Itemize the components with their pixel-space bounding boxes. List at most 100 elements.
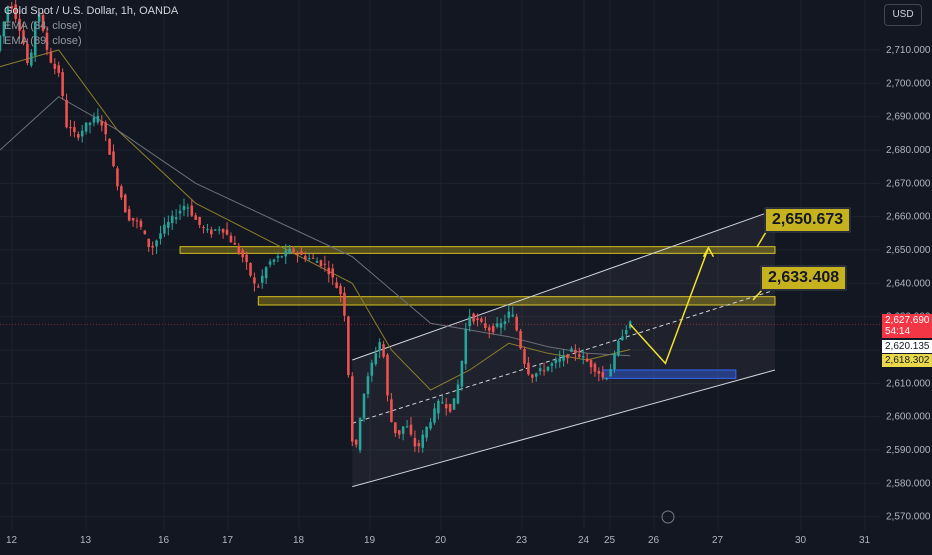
candle-down	[221, 228, 225, 233]
candle-down	[249, 262, 252, 276]
candle-up	[260, 275, 264, 283]
candle-up	[37, 14, 41, 22]
x-tick-label: 19	[364, 535, 376, 546]
resistance-zone	[257, 296, 776, 306]
candle-down	[45, 32, 49, 50]
candle-up	[174, 217, 178, 220]
last-price-tag: 2,627.690 54:14	[882, 314, 932, 338]
candle-up	[546, 366, 550, 371]
ema-lines	[0, 49, 631, 391]
channel-fill	[352, 210, 775, 487]
candle-down	[472, 313, 475, 322]
candle-down	[57, 65, 60, 73]
candle-down	[108, 138, 111, 155]
candle-down	[61, 72, 64, 97]
candle-down	[49, 51, 53, 63]
candle-up	[307, 258, 311, 260]
candle-down	[210, 229, 213, 235]
candle-down	[151, 245, 154, 248]
x-tick-label: 13	[80, 535, 92, 546]
ema89-legend[interactable]: EMA (89, close)	[4, 35, 82, 47]
x-axis[interactable]: 12 13 16 17 18 19 20 23 24 25 26 27 30 31	[6, 535, 871, 546]
target-lower-label[interactable]: 2,633.408	[760, 265, 848, 291]
candle-down	[120, 186, 123, 198]
candle-down	[104, 122, 107, 135]
y-axis[interactable]: 2,570.000 2,580.000 2,590.000 2,600.000 2,61…	[886, 45, 931, 523]
candle-down	[22, 30, 25, 44]
candle-down	[386, 354, 389, 396]
y-tick-label: 2,710.000	[886, 45, 931, 56]
candle-down	[233, 243, 237, 245]
candle-up	[288, 248, 291, 254]
candle-up	[437, 400, 440, 414]
y-tick-label: 2,690.000	[886, 112, 931, 123]
symbol-label[interactable]: Gold Spot / U.S. Dollar, 1h, OANDA	[4, 5, 179, 17]
y-tick-label: 2,650.000	[886, 245, 931, 256]
candle-up	[558, 358, 561, 362]
x-tick-label: 24	[578, 535, 590, 546]
channel-lower-line	[352, 369, 776, 488]
candle-down	[448, 403, 452, 412]
channel-mid-line	[352, 289, 776, 424]
candle-up	[182, 205, 186, 210]
target-upper-label[interactable]: 2,650.673	[764, 207, 852, 233]
currency-button[interactable]: USD	[884, 4, 922, 26]
candle-up	[362, 393, 366, 419]
candle-up	[581, 356, 585, 358]
x-tick-label: 26	[648, 535, 660, 546]
candle-up	[401, 426, 405, 434]
candle-down	[296, 254, 299, 256]
x-tick-label: 20	[435, 535, 447, 546]
y-tick-label: 2,660.000	[886, 212, 931, 223]
candle-up	[425, 426, 428, 438]
candle-down	[77, 134, 80, 138]
candle-down	[311, 257, 315, 259]
candle-down	[73, 127, 76, 133]
y-tick-label: 2,640.000	[886, 278, 931, 289]
candle-down	[417, 443, 421, 447]
x-tick-label: 18	[293, 535, 305, 546]
candle-down	[578, 354, 581, 357]
candle-down	[14, 4, 17, 19]
x-tick-label: 17	[222, 535, 234, 546]
candlesticks	[0, 0, 632, 454]
resistance-zone	[179, 246, 776, 254]
candle-down	[69, 127, 72, 129]
candle-down	[335, 282, 338, 288]
candle-up	[178, 210, 182, 214]
candle-up	[0, 35, 2, 51]
y-tick-label: 2,600.000	[886, 412, 931, 423]
candle-up	[2, 21, 6, 37]
candle-down	[523, 349, 526, 364]
candle-up	[276, 256, 280, 258]
price-zones	[179, 246, 776, 379]
chart-legend[interactable]: Gold Spot / U.S. Dollar, 1h, OANDA EMA (…	[4, 4, 178, 49]
candle-down	[394, 422, 397, 434]
candle-up	[613, 353, 616, 370]
candle-up	[88, 122, 92, 125]
candle-up	[534, 373, 538, 377]
candle-up	[609, 369, 612, 377]
candle-up	[562, 355, 565, 361]
x-tick-label: 23	[516, 535, 528, 546]
projection-arrow	[629, 231, 767, 524]
candle-down	[241, 250, 244, 258]
candle-down	[347, 316, 350, 376]
y-tick-label: 2,570.000	[886, 512, 931, 523]
candle-up	[6, 7, 10, 22]
candle-up	[159, 233, 162, 239]
ema34-legend[interactable]: EMA (34, close)	[4, 20, 82, 32]
x-tick-label: 25	[604, 535, 616, 546]
candle-down	[343, 292, 346, 316]
candle-up	[441, 402, 444, 404]
candle-down	[26, 43, 29, 63]
candle-up	[421, 434, 424, 448]
candle-down	[409, 424, 413, 435]
bar-countdown: 54:14	[885, 326, 911, 337]
candle-up	[624, 330, 628, 335]
candle-up	[264, 267, 268, 279]
candle-down	[480, 318, 483, 322]
candle-down	[147, 238, 151, 247]
